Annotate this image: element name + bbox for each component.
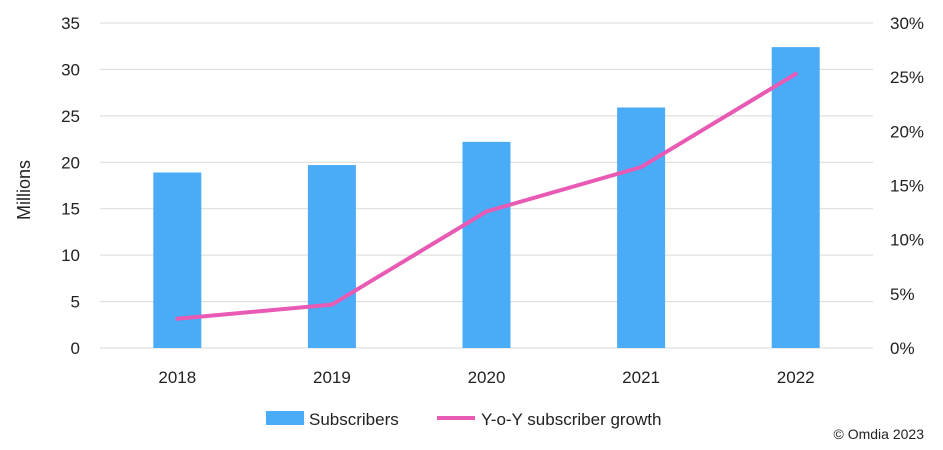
line-point [486,211,487,212]
right-axis-ticks: 0% 5% 10% 15% 20% 25% 30% [890,14,924,358]
x-tick-label: 2021 [622,368,660,387]
y-tick-label: 5 [71,293,80,312]
x-tick-label: 2020 [468,368,506,387]
y-axis-title: Millions [14,160,34,220]
y2-tick-label: 5% [890,285,915,304]
y-tick-label: 20 [61,153,80,172]
y2-tick-label: 10% [890,231,924,250]
bar [771,47,820,349]
copyright-text: © Omdia 2023 [834,426,925,442]
y2-tick-label: 30% [890,14,924,33]
line-point [795,73,797,75]
x-axis-ticks: 2018 2019 2020 2021 2022 [158,368,814,387]
bar-series [153,47,820,349]
bar [153,172,202,348]
legend-swatch-bar [266,411,304,425]
line-point [331,304,333,306]
legend-label-subscribers: Subscribers [309,410,399,429]
y-tick-label: 0 [71,339,80,358]
x-tick-label: 2018 [158,368,196,387]
legend: Subscribers Y-o-Y subscriber growth [266,410,661,429]
y-tick-label: 15 [61,200,80,219]
bar [617,107,666,348]
y2-tick-label: 0% [890,339,915,358]
y2-tick-label: 25% [890,68,924,87]
line-point [176,318,178,320]
legend-label-growth: Y-o-Y subscriber growth [481,410,661,429]
bar [462,141,511,348]
left-axis-ticks: 0 5 10 15 20 25 30 35 [61,14,80,358]
y-tick-label: 25 [61,107,80,126]
bar [307,165,356,348]
y2-tick-label: 20% [890,122,924,141]
x-tick-label: 2019 [313,368,351,387]
line-series [175,71,798,321]
y-tick-label: 35 [61,14,80,33]
y-tick-label: 10 [61,246,80,265]
y-tick-label: 30 [61,60,80,79]
y2-tick-label: 15% [890,177,924,196]
x-tick-label: 2022 [777,368,815,387]
line-point [640,166,642,168]
